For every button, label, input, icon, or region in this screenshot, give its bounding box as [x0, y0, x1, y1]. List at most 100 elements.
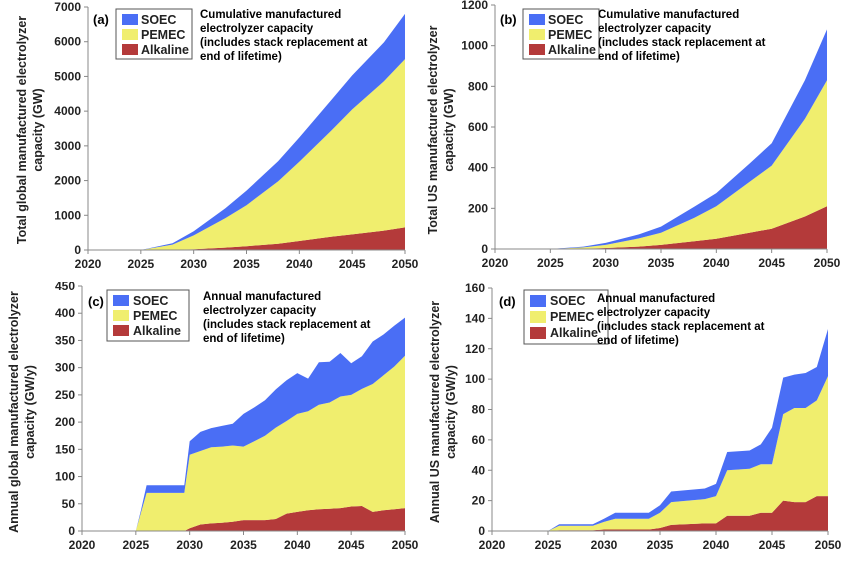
x-tick-label: 2035 [647, 538, 674, 552]
panel-label: (b) [500, 12, 517, 27]
annotation-line-2: electrolyzer capacity [200, 23, 314, 35]
legend-label-soec: SOEC [550, 294, 585, 308]
x-tick-label: 2040 [703, 256, 730, 270]
x-tick-label: 2040 [703, 538, 730, 552]
y-axis-label-line-1: Annual US manufactured electrolyzer [428, 301, 442, 523]
legend-label-pemec: PEMEC [133, 309, 177, 323]
annotation-line-2: electrolyzer capacity [203, 305, 317, 317]
y-axis-label-line-1: Total US manufactured electrolyzer [426, 25, 440, 234]
y-axis-label-line-1: Total global manufactured electrolyzer [15, 16, 29, 244]
x-tick-label: 2050 [392, 257, 419, 271]
y-tick-label: 1000 [461, 39, 488, 53]
legend-label-alkaline: Alkaline [550, 326, 598, 340]
annotation-line-2: electrolyzer capacity [598, 23, 712, 35]
legend-swatch-soec [529, 14, 545, 25]
y-tick-label: 200 [468, 201, 488, 215]
annotation-line-3: (includes stack replacement at [200, 37, 368, 49]
legend-swatch-alkaline [530, 327, 546, 339]
x-tick-label: 2030 [591, 538, 618, 552]
x-tick-label: 2030 [176, 538, 203, 552]
area-series-group [88, 13, 405, 251]
annotation-line-4: end of lifetime) [597, 335, 679, 347]
x-tick-label: 2025 [127, 257, 154, 271]
x-tick-label: 2035 [230, 538, 257, 552]
y-axis-label-line-2: capacity (GW) [442, 88, 456, 171]
legend-label-soec: SOEC [548, 13, 583, 27]
y-axis-label: Annual global manufactured electrolyzer … [7, 291, 37, 533]
y-tick-label: 0 [481, 242, 488, 256]
y-tick-label: 200 [55, 415, 75, 429]
area-alkaline [495, 206, 827, 249]
area-soec [88, 13, 405, 251]
legend: SOEC PEMEC Alkaline [106, 289, 190, 342]
x-tick-label: 2040 [286, 257, 313, 271]
y-axis-label-line-1: Annual global manufactured electrolyzer [7, 291, 21, 533]
y-tick-label: 0 [68, 524, 75, 538]
area-pemec [88, 59, 405, 250]
y-tick-label: 120 [465, 342, 485, 356]
y-axis-label: Annual US manufactured electrolyzer capa… [428, 301, 458, 523]
legend-label-alkaline: Alkaline [548, 43, 596, 57]
x-tick-label: 2025 [535, 538, 562, 552]
area-series-group [495, 29, 827, 250]
x-tick-label: 2050 [392, 538, 419, 552]
legend: SOEC PEMEC Alkaline [522, 8, 600, 60]
area-alkaline [82, 506, 405, 531]
y-axis-label-line-2: capacity (GW/y) [444, 365, 458, 459]
y-tick-label: 4000 [54, 104, 81, 118]
y-tick-label: 250 [55, 388, 75, 402]
y-tick-label: 40 [472, 463, 486, 477]
y-tick-label: 400 [468, 161, 488, 175]
y-tick-label: 150 [55, 442, 75, 456]
y-tick-label: 600 [468, 120, 488, 134]
legend-swatch-soec [113, 295, 129, 306]
panel-label: (a) [93, 12, 109, 27]
x-tick-label: 2045 [759, 538, 786, 552]
y-tick-label: 100 [465, 372, 485, 386]
legend-swatch-pemec [530, 311, 546, 323]
legend-label-alkaline: Alkaline [141, 43, 189, 57]
y-tick-label: 160 [465, 282, 485, 295]
y-tick-label: 450 [55, 282, 75, 293]
y-tick-label: 140 [465, 311, 485, 325]
legend-swatch-pemec [529, 29, 545, 40]
y-axis-label: Total US manufactured electrolyzer capac… [426, 25, 456, 234]
legend-swatch-soec [122, 14, 138, 25]
x-tick-label: 2025 [537, 256, 564, 270]
y-tick-label: 5000 [54, 69, 81, 83]
legend-label-pemec: PEMEC [548, 28, 592, 42]
x-tick-label: 2020 [482, 256, 509, 270]
y-axis-label-line-2: capacity (GW) [31, 88, 45, 171]
x-tick-label: 2020 [69, 538, 96, 552]
annotation-line-1: Annual manufactured [203, 291, 321, 303]
area-alkaline [492, 496, 828, 531]
annotation-line-3: (includes stack replacement at [203, 319, 371, 331]
y-tick-label: 1200 [461, 0, 488, 12]
axes: 0 50 100 150 200 250 300 350 400 450 2020 2025 2030 2… [55, 282, 419, 552]
x-tick-label: 2045 [338, 538, 365, 552]
x-tick-label: 2050 [814, 256, 841, 270]
y-tick-label: 2000 [54, 174, 81, 188]
y-tick-label: 80 [472, 403, 486, 417]
area-pemec [492, 376, 828, 531]
x-tick-label: 2030 [592, 256, 619, 270]
y-tick-label: 6000 [54, 35, 81, 49]
y-tick-label: 0 [74, 243, 81, 257]
legend-label-pemec: PEMEC [141, 28, 185, 42]
area-series-group [492, 329, 828, 531]
x-tick-label: 2035 [648, 256, 675, 270]
y-axis-label-line-2: capacity (GW/y) [23, 365, 37, 459]
y-tick-label: 50 [62, 497, 76, 511]
x-tick-label: 2045 [758, 256, 785, 270]
y-tick-label: 100 [55, 470, 75, 484]
area-series-group [82, 317, 405, 531]
x-tick-label: 2050 [815, 538, 842, 552]
legend-swatch-pemec [113, 310, 129, 321]
y-tick-label: 3000 [54, 139, 81, 153]
legend-swatch-alkaline [113, 325, 129, 336]
legend-swatch-soec [530, 295, 546, 307]
x-tick-label: 2020 [75, 257, 102, 271]
x-tick-label: 2040 [284, 538, 311, 552]
y-axis-label: Total global manufactured electrolyzer c… [15, 16, 45, 244]
